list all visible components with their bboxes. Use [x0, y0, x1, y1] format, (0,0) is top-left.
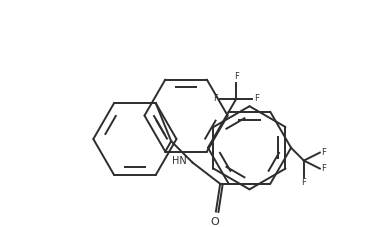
Text: F: F: [234, 72, 239, 81]
Text: HN: HN: [173, 156, 187, 166]
Text: F: F: [322, 164, 327, 173]
Text: O: O: [210, 217, 219, 227]
Text: F: F: [301, 178, 306, 187]
Text: F: F: [254, 94, 259, 104]
Text: F: F: [322, 148, 327, 157]
Text: F: F: [213, 94, 218, 104]
